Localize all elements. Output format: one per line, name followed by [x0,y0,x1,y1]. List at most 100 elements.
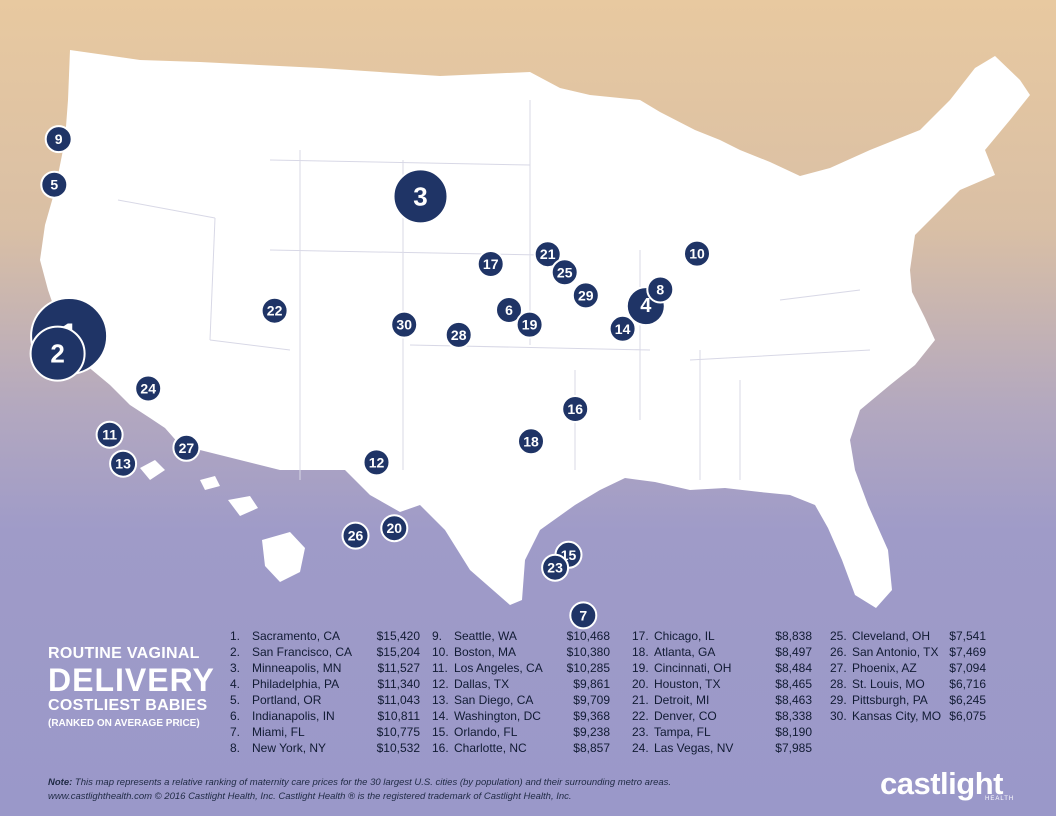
marker-circle [541,553,570,582]
ranking-city: Charlotte, NC [454,741,527,755]
ranking-city: Boston, MA [454,645,517,659]
marker-circle [390,310,419,339]
title-block: ROUTINE VAGINAL DELIVERY COSTLIEST BABIE… [48,645,223,729]
marker-label: 9 [55,131,63,147]
marker-circle [569,601,598,630]
rank-markers: 1234567891011121314151617181920212223242… [29,125,711,630]
ranking-row: 27. Phoenix, AZ $7,094 [830,660,986,676]
marker-label: 13 [115,456,131,472]
ranking-row: 7. Miami, FL $10,775 [230,724,420,740]
ranking-number: 26. [830,645,847,659]
marker-circle [341,521,370,550]
marker-circle [95,420,124,449]
marker-label: 11 [102,427,117,443]
ranking-city: Philadelphia, PA [252,677,340,691]
ranking-city: Denver, CO [654,709,717,723]
ranking-city: Chicago, IL [654,629,715,643]
marker-circle [172,433,201,462]
marker-circle [260,296,289,325]
note-text: This map represents a relative ranking o… [72,777,672,788]
ranking-row: 2. San Francisco, CA $15,204 [230,644,420,660]
marker-rank-23: 23 [541,553,570,582]
ranking-city: Cincinnati, OH [654,661,732,675]
ranking-number: 24. [632,741,649,755]
marker-rank-2: 2 [29,325,86,382]
marker-label: 10 [689,246,705,262]
ranking-number: 7. [230,725,241,739]
ranking-city: Phoenix, AZ [852,661,917,675]
marker-label: 14 [615,321,631,337]
ranking-price: $8,857 [573,741,610,755]
ranking-city: Tampa, FL [654,725,711,739]
marker-label: 25 [557,264,573,280]
ranking-row: 9. Seattle, WA $10,468 [432,628,610,644]
ranking-price: $7,469 [949,645,986,659]
rankings-column: 9. Seattle, WA $10,468 10. Boston, MA $10,380… [432,628,610,756]
ranking-row: 14. Washington, DC $9,368 [432,708,610,724]
ranking-city: Seattle, WA [454,629,517,643]
marker-circle [683,239,711,268]
ranking-city: New York, NY [252,741,327,755]
ranking-city: Atlanta, GA [654,645,716,659]
ranking-number: 16. [432,741,449,755]
ranking-row: 15. Orlando, FL $9,238 [432,724,610,740]
marker-rank-29: 29 [571,281,600,310]
ranking-city: San Diego, CA [454,693,534,707]
rankings-column: 25. Cleveland, OH $7,541 26. San Antonio, TX… [830,628,986,724]
ranking-row: 25. Cleveland, OH $7,541 [830,628,986,644]
ranking-city: Orlando, FL [454,725,518,739]
marker-circle [40,170,69,199]
rankings-column: 1. Sacramento, CA $15,420 2. San Francisco, … [230,628,420,756]
state-borders [117,100,871,480]
ranking-price: $11,043 [377,693,421,707]
ranking-row: 26. San Antonio, TX $7,469 [830,644,986,660]
ranking-city: Sacramento, CA [252,629,341,643]
ranking-price: $15,204 [376,645,420,659]
marker-label: 12 [369,454,385,470]
marker-circle [646,275,675,304]
marker-circle [476,250,505,278]
note-line: Note: This map represents a relative ran… [48,776,671,790]
ranking-number: 18. [632,645,649,659]
ranking-city: Kansas City, MO [852,709,942,723]
marker-circle [109,449,138,478]
marker-label: 28 [451,327,467,343]
ranking-number: 20. [632,677,649,691]
ranking-price: $7,541 [949,629,986,643]
marker-circle [550,258,579,287]
ranking-city: San Antonio, TX [852,645,939,659]
ranking-row: 10. Boston, MA $10,380 [432,644,610,660]
ranking-price: $6,245 [949,693,986,707]
ranking-price: $8,338 [775,709,812,723]
ranking-number: 22. [632,709,649,723]
ranking-row: 30. Kansas City, MO $6,075 [830,708,986,724]
marker-rank-24: 24 [134,374,163,403]
marker-rank-17: 17 [476,250,505,278]
ranking-number: 14. [432,709,449,723]
ranking-number: 11. [432,661,448,675]
ranking-number: 1. [230,629,241,643]
ranking-city: Washington, DC [454,709,541,723]
ranking-city: Portland, OR [252,693,322,707]
ranking-row: 21. Detroit, MI $8,463 [632,692,812,708]
marker-circle [517,427,545,456]
ranking-number: 5. [230,693,241,707]
ranking-row: 5. Portland, OR $11,043 [230,692,420,708]
ranking-row: 19. Cincinnati, OH $8,484 [632,660,812,676]
marker-circle [515,310,544,339]
ranking-price: $8,497 [775,645,812,659]
title-line-3: COSTLIEST BABIES [48,697,208,714]
ranking-price: $8,838 [775,629,812,643]
marker-label: 22 [267,303,283,319]
ranking-price: $10,532 [376,741,420,755]
marker-circle [362,448,391,477]
marker-rank-20: 20 [380,514,409,543]
ranking-city: Minneapolis, MN [252,661,342,675]
ranking-city: Houston, TX [654,677,721,691]
marker-rank-30: 30 [390,310,419,339]
ranking-city: Los Angeles, CA [454,661,543,675]
marker-circle [29,325,86,382]
marker-circle [134,374,163,403]
